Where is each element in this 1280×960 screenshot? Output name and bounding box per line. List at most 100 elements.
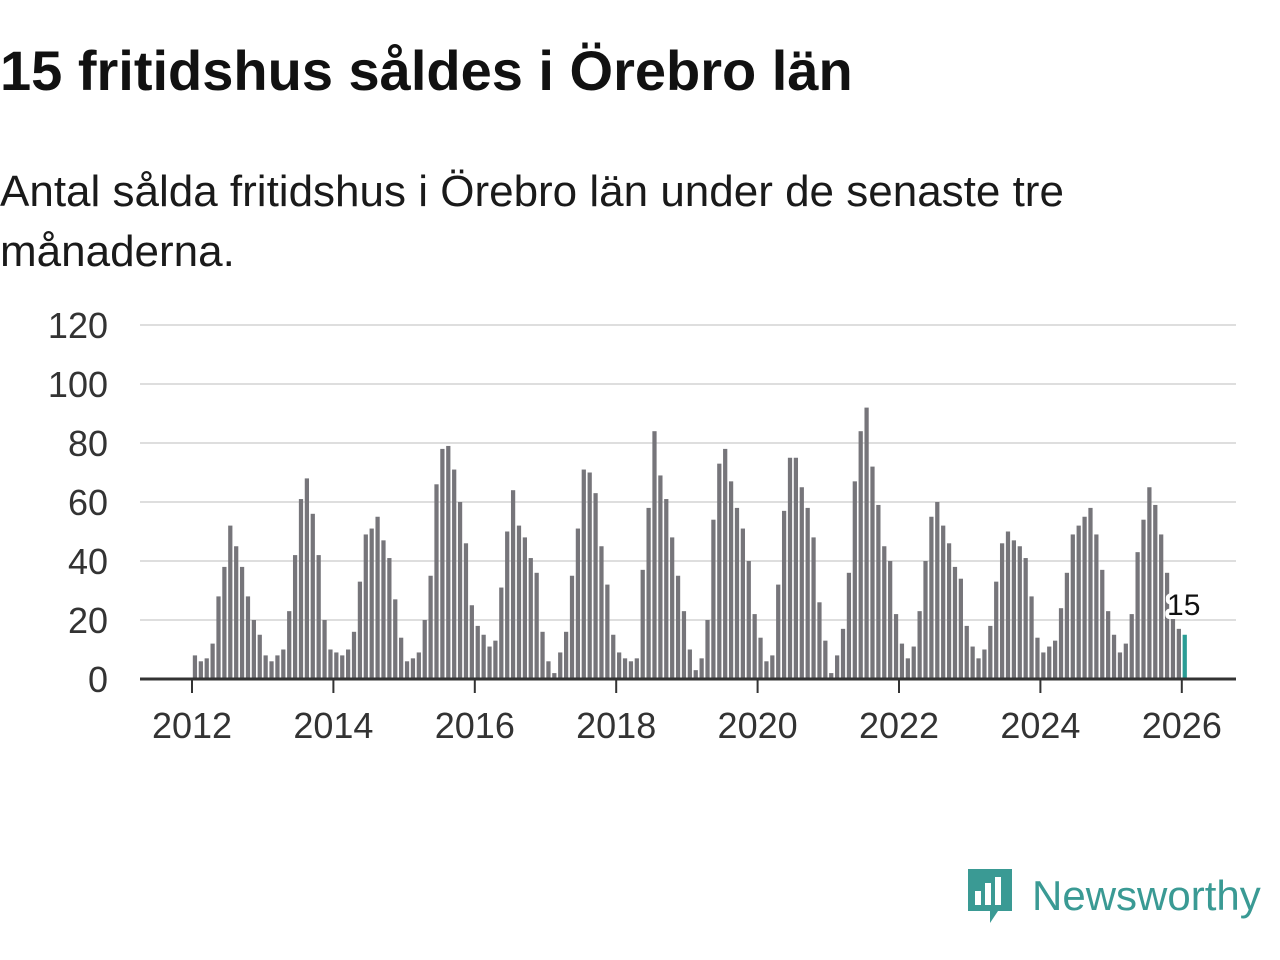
- bar: [764, 661, 769, 679]
- bar: [1147, 487, 1152, 679]
- bar: [245, 596, 251, 679]
- bar: [888, 561, 893, 679]
- bar: [475, 625, 480, 679]
- bar: [893, 614, 899, 679]
- bar: [870, 466, 875, 679]
- bar: [222, 566, 227, 679]
- bar: [1141, 519, 1146, 679]
- bar: [410, 658, 416, 679]
- bar: [664, 499, 669, 679]
- bar: [982, 649, 987, 679]
- bar: [1041, 652, 1046, 679]
- bar: [457, 502, 463, 679]
- bar: [758, 637, 763, 679]
- bar: [1111, 634, 1117, 679]
- bar: [357, 581, 363, 679]
- bar: [946, 543, 952, 679]
- bar: [746, 561, 751, 679]
- bar: [970, 646, 975, 679]
- bar: [581, 469, 586, 679]
- bar: [634, 658, 639, 679]
- bar: [1100, 569, 1105, 679]
- bar: [387, 558, 392, 679]
- bar: [481, 634, 486, 679]
- y-tick-label: 120: [48, 305, 108, 346]
- bar: [752, 614, 757, 679]
- bar: [310, 513, 315, 679]
- bar: [787, 457, 793, 679]
- bar: [234, 546, 239, 679]
- bar: [799, 487, 804, 679]
- bar: [988, 625, 993, 679]
- bar: [687, 649, 692, 679]
- chart-subtitle: Antal sålda fritidshus i Örebro län unde…: [0, 167, 1064, 276]
- bar: [617, 652, 622, 679]
- bar: [622, 658, 628, 679]
- bar: [510, 490, 516, 679]
- data-labels: 15: [1163, 585, 1204, 626]
- bar: [952, 566, 958, 679]
- bar: [340, 655, 345, 679]
- bar: [846, 572, 852, 679]
- bar: [552, 673, 557, 679]
- bar: [228, 525, 233, 679]
- bar: [929, 516, 934, 679]
- bar: [416, 652, 421, 679]
- bar: [505, 531, 510, 679]
- bar: [1082, 516, 1087, 679]
- bar: [534, 572, 539, 679]
- x-tick-label: 2014: [293, 705, 373, 746]
- bar: [328, 649, 333, 679]
- bar: [941, 525, 946, 679]
- bar: [599, 546, 604, 679]
- bar: [935, 502, 940, 679]
- bar: [575, 528, 581, 679]
- bar: [216, 596, 221, 679]
- bar: [776, 584, 781, 679]
- bar: [711, 519, 716, 679]
- bar: [640, 569, 645, 679]
- bar: [1170, 602, 1176, 679]
- bar: [1076, 525, 1081, 679]
- bar: [469, 605, 474, 679]
- bar: [817, 602, 822, 679]
- bar: [210, 643, 215, 679]
- bar: [1106, 611, 1111, 679]
- bar: [1176, 628, 1181, 679]
- bar: [723, 448, 728, 679]
- grid-lines: [140, 324, 1236, 621]
- bar: [976, 658, 981, 679]
- bar: [905, 658, 910, 679]
- bar: [858, 431, 863, 679]
- bar: [823, 640, 828, 679]
- bar: [670, 537, 675, 679]
- bar: [876, 504, 881, 679]
- bar: [994, 581, 999, 679]
- bar: [540, 631, 545, 679]
- bar: [852, 481, 857, 679]
- bar: [811, 537, 816, 679]
- bar: [1088, 507, 1093, 679]
- bar: [1047, 646, 1052, 679]
- y-axis-ticks: 0 20 40 60 80 100 120: [48, 305, 108, 700]
- bar: [263, 655, 268, 679]
- bar: [192, 655, 198, 679]
- bar: [864, 407, 869, 679]
- bar: [829, 673, 834, 679]
- bar: [546, 661, 551, 679]
- y-tick-label: 20: [68, 600, 108, 641]
- bar: [675, 575, 681, 679]
- bar: [1023, 558, 1028, 679]
- bar: [251, 620, 256, 679]
- bar: [404, 661, 410, 679]
- bar: [770, 655, 775, 679]
- bar: [835, 655, 840, 679]
- y-tick-label: 40: [68, 541, 108, 582]
- bar: [728, 481, 734, 679]
- bar: [628, 661, 634, 679]
- bar: [699, 658, 704, 679]
- bar: [446, 445, 451, 679]
- bar: [287, 611, 292, 679]
- bar: [522, 537, 527, 679]
- y-tick-label: 60: [68, 482, 108, 523]
